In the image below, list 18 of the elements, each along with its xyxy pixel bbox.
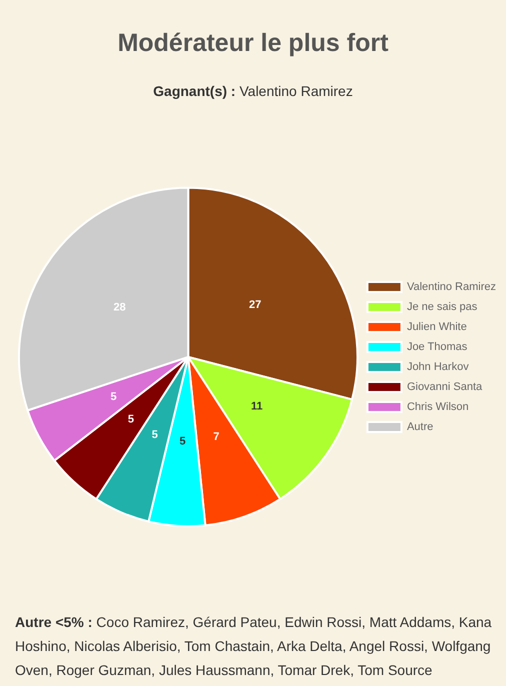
legend-label: Giovanni Santa [406, 381, 484, 394]
legend-label: Chris Wilson [406, 401, 469, 414]
data-label: 5 [110, 390, 117, 403]
data-label: 5 [179, 435, 186, 448]
legend-label: Valentino Ramirez [406, 281, 496, 294]
data-label: 7 [213, 430, 220, 443]
text: Autre <5% : Coco Ramirez, Gérard Pateu, Edwin Rossi, Matt Addams, Kana Hoshino, Nicolas Alberisio, Tom Chastain, Arka Delta, Angel Rossi, Wolfgang Oven, Roger Guzman, Jules Haussmann, Tomar Drek, Tom Source [15, 614, 492, 678]
data-label: 5 [152, 428, 158, 441]
legend-label: Julien White [406, 321, 467, 334]
legend-label: Joe Thomas [406, 341, 468, 354]
data-label: 5 [128, 413, 134, 426]
data-label: 11 [251, 400, 263, 413]
chart-subtitle: Gagnant(s) : Valentino Ramirez [153, 83, 353, 99]
legend-label: Autre [406, 421, 434, 434]
legend-label: Je ne sais pas [406, 301, 478, 314]
data-label: 27 [249, 299, 262, 312]
legend-label: John Harkov [406, 361, 470, 374]
chart-title: Modérateur le plus fort [116, 29, 390, 58]
